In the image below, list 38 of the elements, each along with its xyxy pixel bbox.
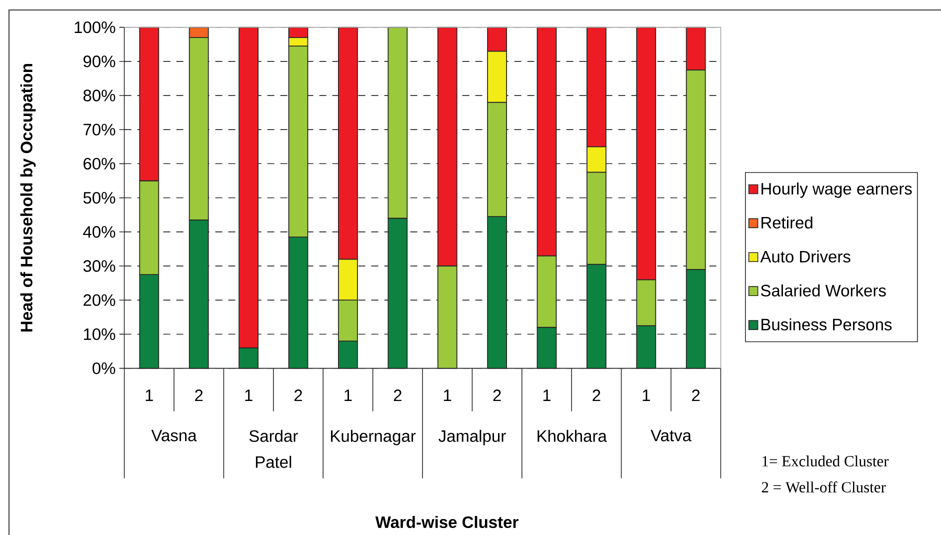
y-tick-label: 70% — [84, 124, 116, 136]
y-tick-label: 20% — [84, 294, 116, 306]
x-tick-label: 1 — [444, 390, 452, 401]
x-tick-label: 2 — [493, 390, 501, 402]
x-tick-label: 1 — [146, 390, 153, 401]
y-tick-label: 30% — [83, 260, 116, 272]
y-axis-title: Head of Household by Occupation — [20, 64, 36, 332]
legend-label: Auto Drivers — [760, 250, 850, 263]
x-tick-label: 2 — [195, 390, 203, 402]
y-tick-label: 100% — [74, 21, 116, 34]
text: Ward-wise Cluster — [375, 516, 518, 528]
legend-label: Business Persons — [762, 318, 892, 330]
x-tick-label: 2 — [394, 390, 402, 402]
text: Vasna — [151, 430, 197, 442]
y-tick-label: 80% — [83, 90, 116, 102]
x-tick-label: 2 — [294, 390, 302, 402]
y-tick-label: 0% — [92, 362, 116, 374]
x-tick-label: 2 — [692, 390, 700, 402]
text: 2 = Well-off Cluster — [762, 481, 886, 493]
y-tick-label: 10% — [84, 328, 116, 340]
text: Kubernagar — [331, 430, 416, 446]
legend-label: Retired — [762, 216, 812, 229]
text: Sardar Patel — [249, 430, 298, 468]
y-tick-label: 50% — [83, 192, 116, 204]
text: Jamalpur — [438, 430, 506, 446]
text: Vatva — [650, 430, 692, 442]
legend-label: Salaried Workers — [760, 284, 886, 296]
x-tick-label: 1 — [245, 390, 252, 401]
x-tick-label: 1 — [344, 390, 352, 401]
y-tick-label: 60% — [84, 158, 116, 170]
x-tick-label: 1 — [642, 390, 650, 401]
y-tick-label: 40% — [83, 226, 116, 238]
text: 1= Excluded Cluster — [762, 456, 889, 466]
legend-label: Hourly wage earners — [762, 182, 912, 198]
x-tick-label: 2 — [592, 390, 600, 402]
y-tick-label: 90% — [84, 56, 116, 68]
x-tick-label: 1 — [543, 390, 551, 401]
text: Khokhara — [538, 430, 607, 442]
